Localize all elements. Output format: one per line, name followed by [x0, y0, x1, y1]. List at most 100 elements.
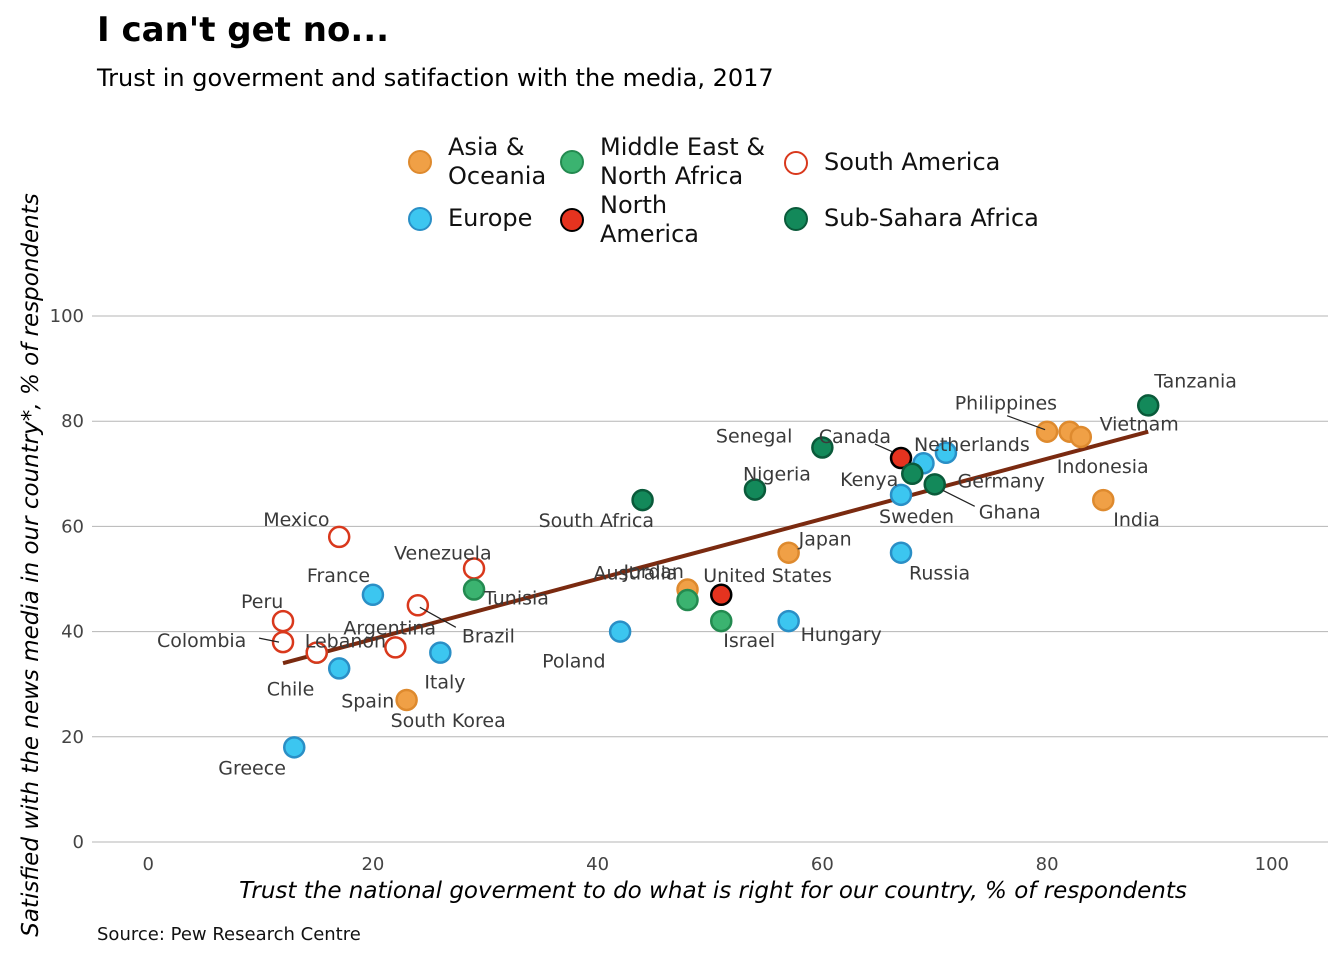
label-leader: [258, 637, 280, 643]
point-nigeria: [743, 478, 767, 501]
point-label: Chile: [267, 679, 315, 701]
point-mexico: [327, 525, 351, 549]
point-label: Kenya: [840, 469, 898, 491]
point-israel: [709, 609, 733, 633]
point-label: Philippines: [955, 393, 1057, 415]
point-poland: [608, 620, 632, 643]
y-tick-label: 20: [61, 727, 84, 748]
legend-marker: [560, 208, 584, 232]
point-label: South Africa: [539, 510, 654, 532]
point-ghana: [923, 473, 946, 496]
point-sweden: [889, 483, 913, 507]
point-label: Lebanon: [305, 631, 386, 653]
legend-item: Middle East & North Africa: [560, 133, 765, 191]
point-indonesia: [1069, 425, 1093, 449]
point-label: Ghana: [979, 501, 1041, 523]
x-tick-label: 0: [142, 854, 153, 875]
label-leader: [1006, 415, 1046, 431]
legend-label: South America: [824, 148, 1001, 176]
y-axis-label: Satisfied with the news media in our cou…: [18, 193, 44, 937]
point-tanzania: [1136, 394, 1160, 417]
legend-item: North America: [560, 191, 699, 249]
point-label: Greece: [218, 757, 286, 779]
legend-marker: [784, 150, 808, 175]
legend-label: Europe: [448, 204, 533, 232]
point-kenya: [901, 462, 924, 486]
point-label: Spain: [341, 690, 394, 712]
point-label: Australia: [594, 563, 678, 585]
y-tick-label: 80: [61, 411, 84, 432]
point-label: Sweden: [879, 506, 954, 528]
point-label: Venezuela: [394, 542, 492, 564]
label-leader: [942, 489, 975, 507]
legend-label: North America: [600, 191, 699, 248]
point-label: France: [307, 565, 370, 587]
point-russia: [889, 541, 913, 564]
point-label: Canada: [819, 426, 891, 448]
point-jordan: [676, 588, 699, 612]
chart-subtitle: Trust in goverment and satifaction with …: [97, 64, 774, 92]
point-label: United States: [703, 565, 832, 587]
legend-item: Sub-Sahara Africa: [784, 204, 1039, 233]
x-tick-label: 100: [1255, 854, 1289, 875]
y-tick-label: 40: [61, 622, 84, 643]
point-label: Nigeria: [743, 464, 811, 486]
point-canada: [889, 446, 913, 470]
point-france: [361, 583, 385, 607]
legend-marker: [408, 206, 432, 231]
point-japan: [777, 541, 800, 564]
point-italy: [429, 641, 452, 664]
y-tick-label: 0: [73, 832, 84, 853]
point-south-africa: [631, 488, 654, 512]
point-label: Poland: [542, 651, 605, 673]
source-note: Source: Pew Research Centre: [97, 924, 361, 945]
legend-label: Asia & Oceania: [448, 133, 547, 190]
point-label: Colombia: [157, 630, 246, 652]
point-label: Italy: [424, 672, 465, 694]
point-label: Indonesia: [1057, 456, 1149, 478]
point-hungary: [777, 609, 800, 633]
point-colombia: [271, 630, 295, 654]
point-netherlands: [934, 441, 958, 465]
point-peru: [271, 609, 295, 633]
legend-label: Sub-Sahara Africa: [824, 204, 1039, 232]
point-label: Japan: [798, 529, 852, 551]
point-label: Vietnam: [1100, 414, 1179, 436]
trend-line: [282, 429, 1149, 666]
point-label: Brazil: [462, 625, 515, 647]
point-label: Mexico: [263, 509, 329, 531]
x-tick-label: 60: [811, 854, 834, 875]
x-axis-label: Trust the national goverment to do what …: [239, 878, 1187, 904]
point-label: Hungary: [801, 624, 882, 646]
x-tick-label: 20: [361, 854, 384, 875]
point-label: Russia: [909, 563, 970, 585]
point-label: Argentina: [343, 617, 436, 639]
label-leader: [874, 443, 894, 453]
legend-marker: [560, 150, 584, 174]
point-argentina: [384, 636, 407, 659]
point-label: Germany: [957, 470, 1044, 492]
point-label: Senegal: [716, 426, 792, 448]
point-label: Tanzania: [1153, 370, 1237, 392]
y-tick-label: 60: [61, 516, 84, 537]
point-label: South Korea: [391, 710, 506, 732]
legend-marker: [408, 150, 432, 174]
point-label: Israel: [723, 630, 775, 652]
point-brazil: [406, 594, 430, 617]
point-spain: [327, 657, 351, 680]
point-philippines: [1035, 420, 1059, 443]
chart-title: I can't get no...: [97, 10, 390, 50]
point-india: [1092, 488, 1115, 512]
legend-marker: [784, 206, 808, 231]
label-leader: [419, 606, 457, 628]
point-united-states: [709, 583, 733, 607]
x-tick-label: 40: [586, 854, 609, 875]
legend-item: Asia & Oceania: [408, 133, 546, 191]
legend-item: South America: [784, 148, 1000, 177]
point-greece: [283, 736, 306, 759]
point-chile: [305, 641, 328, 664]
point-senegal: [811, 436, 834, 459]
point-label: Tunisia: [483, 588, 549, 610]
point-label: Peru: [241, 591, 283, 613]
